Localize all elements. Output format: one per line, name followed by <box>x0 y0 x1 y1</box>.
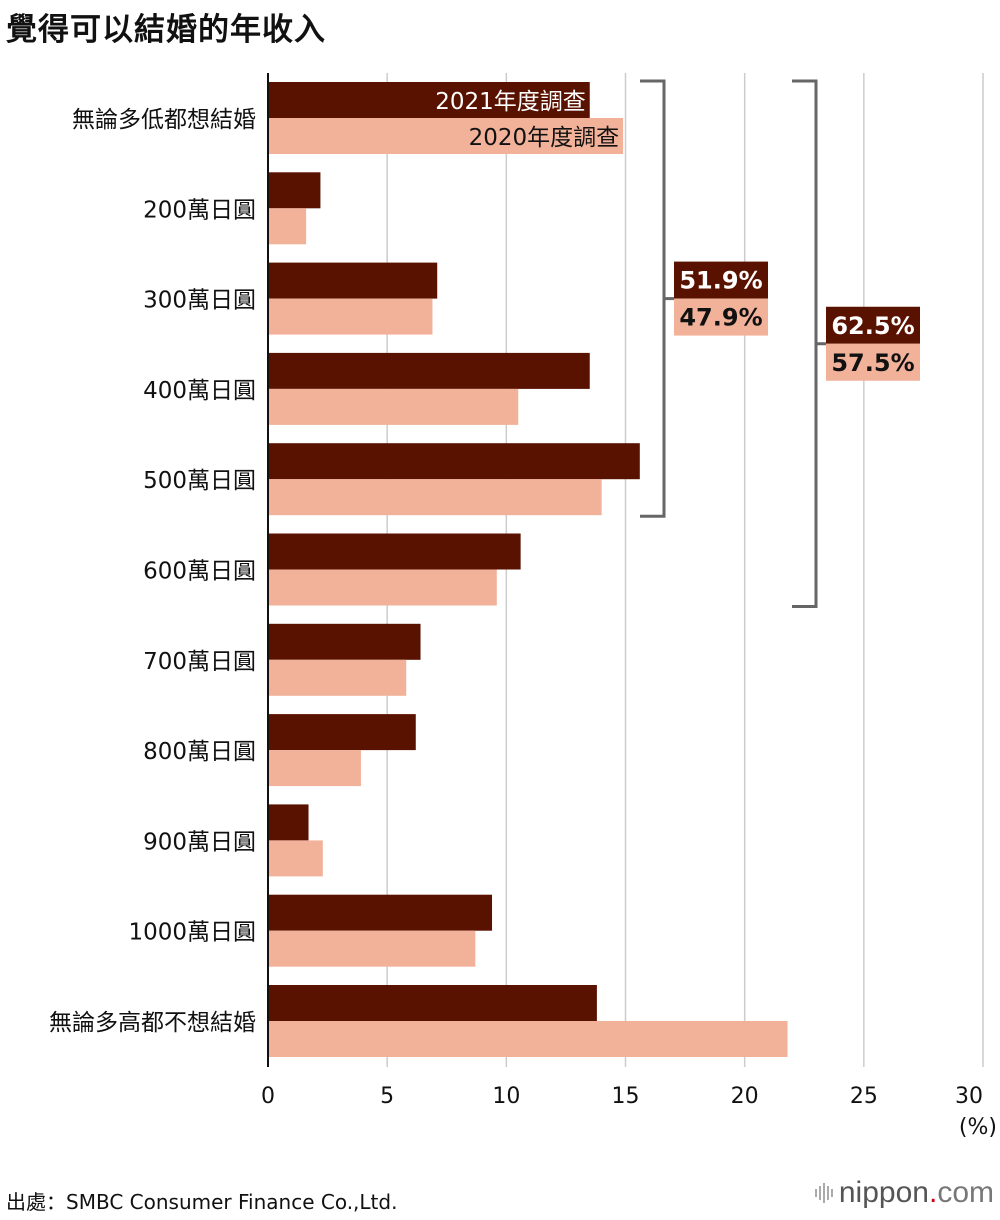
bar-2020 <box>268 208 307 245</box>
bar-2020 <box>268 569 497 606</box>
bar-2020 <box>268 118 624 154</box>
category-label: 300萬日圓 <box>143 288 256 314</box>
x-tick-label: 15 <box>612 1084 640 1109</box>
logo-suffix: com <box>937 1176 994 1209</box>
bracket-value-2021: 51.9% <box>679 267 762 295</box>
bar-2020 <box>268 750 361 787</box>
bracket-value-2020: 47.9% <box>679 304 762 332</box>
category-label: 200萬日圓 <box>143 197 256 223</box>
logo-bars-icon <box>814 1183 833 1203</box>
bar-2020 <box>268 659 407 696</box>
category-label: 無論多高都不想結婚 <box>49 1010 256 1036</box>
category-label: 800萬日圓 <box>143 739 256 765</box>
bracket-value-2021: 62.5% <box>831 312 914 340</box>
bracket-value-2020: 57.5% <box>831 349 914 377</box>
bracket-line <box>640 79 666 518</box>
category-label: 900萬日圓 <box>143 829 256 855</box>
bar-2020 <box>268 930 476 967</box>
bracket-box-2020 <box>674 298 768 336</box>
bar-2021 <box>268 262 438 299</box>
category-label: 400萬日圓 <box>143 378 256 404</box>
nippon-logo: nippon. com <box>814 1176 994 1210</box>
x-tick-label: 0 <box>261 1084 275 1109</box>
x-tick-label: 20 <box>731 1084 759 1109</box>
bracket-line <box>792 79 818 608</box>
bracket-box-2021 <box>826 306 920 344</box>
bar-2021 <box>268 894 493 931</box>
x-tick-label: 10 <box>492 1084 520 1109</box>
x-unit-label: (%) <box>959 1115 997 1140</box>
logo-dot: . <box>928 1176 938 1209</box>
bar-2021 <box>268 533 521 570</box>
x-tick-label: 5 <box>380 1084 394 1109</box>
bar-2020 <box>268 479 602 516</box>
bar-2021 <box>268 985 597 1021</box>
x-tick-label: 25 <box>850 1084 878 1109</box>
bracket-box-2021 <box>674 261 768 299</box>
category-label: 500萬日圓 <box>143 468 256 494</box>
legend-2021: 2021年度調查 <box>435 89 586 115</box>
bar-2020 <box>268 298 433 335</box>
x-tick-label: 30 <box>955 1084 983 1109</box>
legend-2020: 2020年度調查 <box>469 125 620 151</box>
category-label: 700萬日圓 <box>143 649 256 675</box>
category-label: 1000萬日圓 <box>128 920 256 946</box>
category-label: 無論多低都想結婚 <box>72 107 256 133</box>
bracket-box-2020 <box>826 343 920 381</box>
logo-name: nippon <box>838 1176 929 1209</box>
bar-2020 <box>268 388 519 425</box>
bar-2020 <box>268 1021 788 1057</box>
bar-chart: 無論多低都想結婚 200萬日圓 300萬日圓 400萬日圓 500萬日圓 600萬日圓 70… <box>49 73 997 1140</box>
bar-2021 <box>268 714 416 751</box>
source-note: 出處：SMBC Consumer Finance Co.,Ltd. <box>6 1190 398 1214</box>
bar-2021 <box>268 82 590 118</box>
bar-2021 <box>268 623 421 660</box>
bar-2021 <box>268 804 309 841</box>
bar-2021 <box>268 443 640 480</box>
category-label: 600萬日圓 <box>143 559 256 585</box>
bar-2020 <box>268 840 323 877</box>
chart-title: 覺得可以結婚的年收入 <box>6 12 326 48</box>
bar-2021 <box>268 172 321 209</box>
bar-2021 <box>268 352 590 389</box>
